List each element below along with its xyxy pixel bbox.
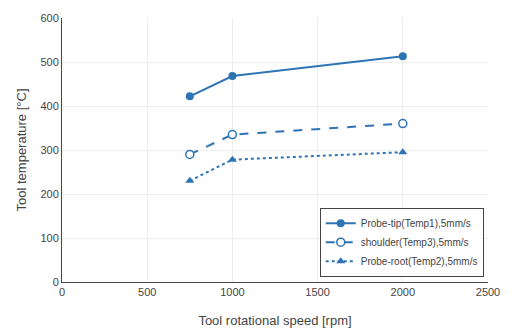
svg-text:200: 200 — [40, 188, 58, 200]
svg-text:300: 300 — [40, 144, 58, 156]
svg-text:500: 500 — [40, 56, 58, 68]
svg-text:400: 400 — [40, 100, 58, 112]
svg-text:100: 100 — [40, 232, 58, 244]
svg-text:1500: 1500 — [305, 286, 329, 298]
svg-text:2000: 2000 — [391, 286, 415, 298]
svg-text:Tool rotational speed [rpm]: Tool rotational speed [rpm] — [198, 313, 351, 328]
svg-text:0: 0 — [59, 286, 65, 298]
svg-text:Probe-tip(Temp1),5mm/s: Probe-tip(Temp1),5mm/s — [361, 218, 471, 229]
svg-text:Probe-root(Temp2),5mm/s: Probe-root(Temp2),5mm/s — [361, 256, 478, 267]
svg-text:Tool temperature [°C]: Tool temperature [°C] — [14, 89, 29, 212]
svg-text:500: 500 — [138, 286, 156, 298]
svg-text:2500: 2500 — [476, 286, 500, 298]
svg-text:600: 600 — [40, 12, 58, 24]
svg-text:0: 0 — [53, 276, 59, 288]
svg-text:shoulder(Temp3),5mm/s: shoulder(Temp3),5mm/s — [361, 237, 469, 248]
svg-text:1000: 1000 — [220, 286, 244, 298]
